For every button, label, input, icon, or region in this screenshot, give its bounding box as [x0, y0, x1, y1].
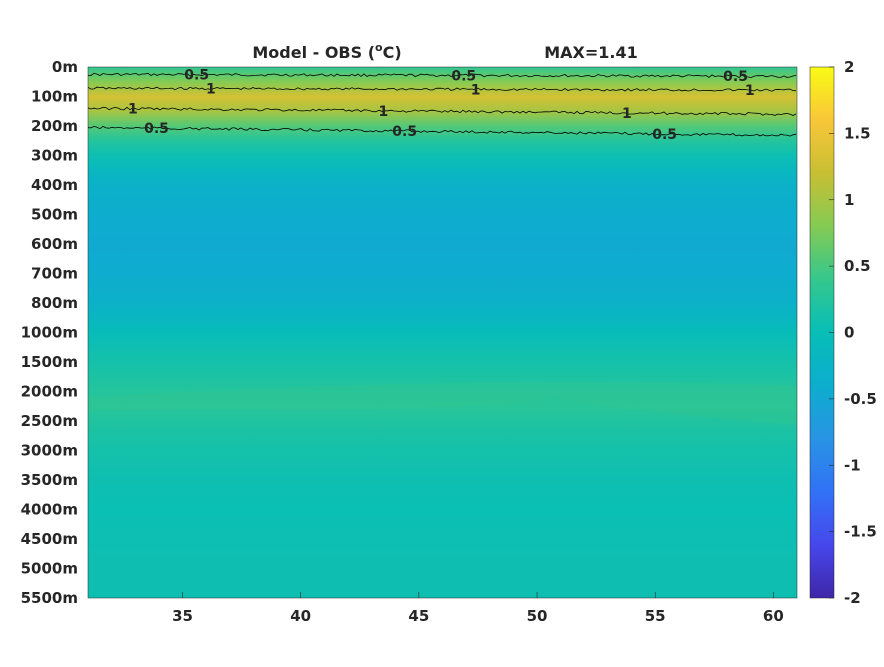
- colorbar-tick-label: -2: [844, 589, 861, 607]
- y-tick-label: 400m: [31, 176, 78, 194]
- chart-title: Model - OBS (oC): [252, 41, 401, 62]
- contour-line-1: [87, 86, 797, 92]
- plot-frame: [87, 66, 798, 599]
- y-tick-label: 2000m: [21, 383, 78, 401]
- deep-anomaly-band: [88, 381, 797, 425]
- y-tick-label: 800m: [31, 294, 78, 312]
- colorbar-tick-label: 2: [844, 58, 854, 76]
- contour-label: 0.5: [392, 124, 417, 140]
- x-tick-label: 40: [290, 607, 311, 625]
- y-tick-label: 3500m: [21, 471, 78, 489]
- x-tick-label: 50: [527, 607, 548, 625]
- y-tick-label: 3000m: [21, 442, 78, 460]
- y-tick-label: 1000m: [21, 324, 78, 342]
- y-tick-label: 4500m: [21, 530, 78, 548]
- x-tick-label: 45: [408, 607, 429, 625]
- contour-line-2: [87, 106, 797, 116]
- x-tick-label: 60: [763, 607, 784, 625]
- x-tick-label: 55: [645, 607, 666, 625]
- y-tick-label: 5000m: [21, 560, 78, 578]
- y-axis: 0m 100m 200m 300m 400m 500m 600m 700m 800m 1000m 1…: [21, 58, 78, 607]
- contour-lines: 0.5 0.5 0.51 1 11 1 10.5 0.5 0.5: [87, 68, 797, 143]
- contour-label: 0.5: [652, 127, 677, 143]
- y-tick-label: 200m: [31, 117, 78, 135]
- y-tick-label: 2500m: [21, 412, 78, 430]
- colorbar-tick-label: 0: [844, 324, 854, 342]
- title-group: Model - OBS (oC) MAX=1.41: [252, 41, 637, 62]
- contour-label: 1: [128, 102, 138, 118]
- colorbar-tick-label: -1.5: [844, 523, 877, 541]
- contour-line-0: [87, 72, 797, 78]
- y-tick-label: 5500m: [21, 589, 78, 607]
- heatmap-field: [88, 67, 797, 598]
- colorbar-tick-label: 1: [844, 191, 854, 209]
- contour-label: 0.5: [723, 69, 748, 85]
- y-tick-label: 300m: [31, 147, 78, 165]
- x-tick-label: 35: [172, 607, 193, 625]
- contour-label: 1: [622, 106, 632, 122]
- colorbar-tick-label: -0.5: [844, 390, 877, 408]
- max-annotation: MAX=1.41: [544, 43, 638, 62]
- contour-label: 0.5: [144, 121, 169, 137]
- colorbar-tick-label: 0.5: [844, 257, 871, 275]
- contour-label: 0.5: [451, 68, 476, 84]
- x-axis: 35 40 45 50 55 60: [172, 592, 784, 625]
- y-tick-label: 4000m: [21, 501, 78, 519]
- contour-line-3: [87, 125, 797, 137]
- colorbar: 2 1.5 1 0.5 0 -0.5 -1 -1.5 -2: [809, 58, 877, 607]
- colorbar-tick-label: -1: [844, 456, 861, 474]
- contour-label: 1: [206, 82, 216, 98]
- contour-label: 1: [471, 82, 481, 98]
- contour-label: 1: [745, 83, 755, 99]
- contour-label: 1: [379, 104, 389, 120]
- y-tick-label: 500m: [31, 206, 78, 224]
- plot-area: [87, 66, 798, 599]
- y-tick-label: 1500m: [21, 353, 78, 371]
- colorbar-tick-label: 1.5: [844, 124, 871, 142]
- y-tick-label: 700m: [31, 265, 78, 283]
- y-tick-label: 100m: [31, 88, 78, 106]
- y-tick-label: 600m: [31, 235, 78, 253]
- contour-label: 0.5: [184, 68, 209, 84]
- y-tick-label: 0m: [52, 58, 78, 76]
